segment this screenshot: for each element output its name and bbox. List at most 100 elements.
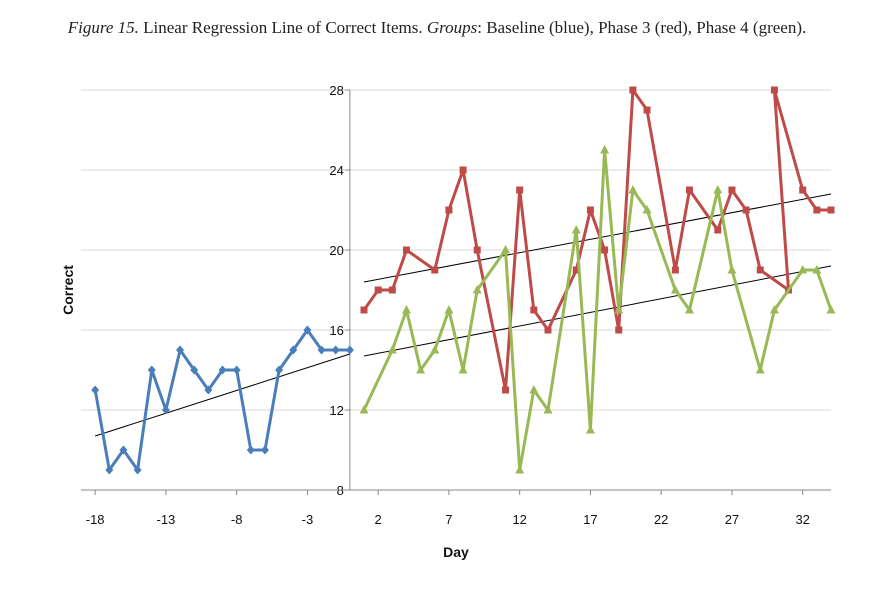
groups-label: Groups <box>426 18 478 37</box>
data-point <box>303 325 312 335</box>
data-point <box>713 185 723 194</box>
x-tick-label: -8 <box>231 512 243 527</box>
series-1 <box>360 86 835 394</box>
data-point <box>615 326 623 334</box>
data-series <box>91 86 836 475</box>
x-tick-label: -13 <box>157 512 176 527</box>
data-point <box>530 306 538 314</box>
data-point <box>742 206 750 214</box>
data-point <box>91 385 100 395</box>
data-point <box>317 345 326 355</box>
data-point <box>714 226 722 234</box>
data-point <box>670 285 680 294</box>
data-point <box>799 186 807 194</box>
data-point <box>516 186 524 194</box>
data-point <box>105 465 114 475</box>
data-point <box>728 186 736 194</box>
data-point <box>727 265 737 274</box>
data-point <box>628 185 638 194</box>
data-point <box>133 465 142 475</box>
groups-text: : Baseline (blue), Phase 3 (red), Phase … <box>477 18 807 37</box>
data-point <box>401 305 411 314</box>
x-tick-label: 17 <box>583 512 597 527</box>
data-point <box>388 286 396 294</box>
data-point <box>204 385 213 395</box>
data-point <box>459 166 467 174</box>
data-point <box>685 186 693 194</box>
data-point <box>402 246 410 254</box>
y-tick-label: 28 <box>329 83 343 98</box>
series-line-2 <box>362 148 833 472</box>
data-point <box>458 365 468 374</box>
data-point <box>813 206 821 214</box>
data-point <box>345 345 354 355</box>
data-point <box>798 265 808 274</box>
data-point <box>826 305 836 314</box>
data-point <box>543 405 553 414</box>
figure-title: Linear Regression Line of Correct Items. <box>138 18 427 37</box>
data-point <box>119 445 128 455</box>
data-point <box>571 225 581 234</box>
x-tick-label: 7 <box>445 512 452 527</box>
data-point <box>769 305 779 314</box>
x-tick-label: -18 <box>86 512 105 527</box>
data-point <box>544 326 552 334</box>
data-point <box>684 305 694 314</box>
gridlines <box>81 89 831 411</box>
data-point <box>473 246 481 254</box>
series-0 <box>91 325 354 475</box>
data-point <box>246 445 255 455</box>
data-point <box>529 385 539 394</box>
data-point <box>260 445 269 455</box>
x-tick-label: 32 <box>795 512 809 527</box>
data-point <box>642 205 652 214</box>
y-axis-title: Correct <box>60 265 76 315</box>
series-line-1 <box>362 88 831 392</box>
data-point <box>161 405 170 415</box>
data-point <box>572 266 580 274</box>
trendline-1 <box>363 193 832 283</box>
y-tick-label: 16 <box>329 323 343 338</box>
data-point <box>359 405 369 414</box>
series-2 <box>359 145 836 474</box>
data-point <box>360 306 368 314</box>
data-point <box>502 386 510 394</box>
data-point <box>374 286 382 294</box>
data-point <box>671 266 679 274</box>
data-point <box>430 345 440 354</box>
data-point <box>147 365 156 375</box>
data-point <box>331 345 340 355</box>
data-point <box>176 345 185 355</box>
series-line-0 <box>93 328 350 472</box>
data-point <box>444 305 454 314</box>
figure-caption: Figure 15. Linear Regression Line of Cor… <box>0 18 874 38</box>
data-point <box>827 206 835 214</box>
x-tick-label: 27 <box>725 512 739 527</box>
data-point <box>586 206 594 214</box>
data-point <box>472 285 482 294</box>
data-point <box>585 425 595 434</box>
y-tick-label: 24 <box>329 163 343 178</box>
data-point <box>601 246 609 254</box>
data-point <box>218 365 227 375</box>
data-point <box>416 365 426 374</box>
data-point <box>515 465 525 474</box>
figure-label: Figure 15. <box>67 18 139 37</box>
x-tick-label: 12 <box>512 512 526 527</box>
data-point <box>190 365 199 375</box>
x-tick-label: 22 <box>654 512 668 527</box>
data-point <box>629 86 637 94</box>
x-tick-label: -3 <box>302 512 314 527</box>
data-point <box>232 365 241 375</box>
data-point <box>275 365 284 375</box>
y-tick-label: 12 <box>329 403 343 418</box>
data-point <box>643 106 651 114</box>
data-point <box>501 245 511 254</box>
data-point <box>812 265 822 274</box>
x-tick-label: 2 <box>375 512 382 527</box>
x-axis-title: Day <box>443 544 469 560</box>
data-point <box>770 86 778 94</box>
data-point <box>289 345 298 355</box>
